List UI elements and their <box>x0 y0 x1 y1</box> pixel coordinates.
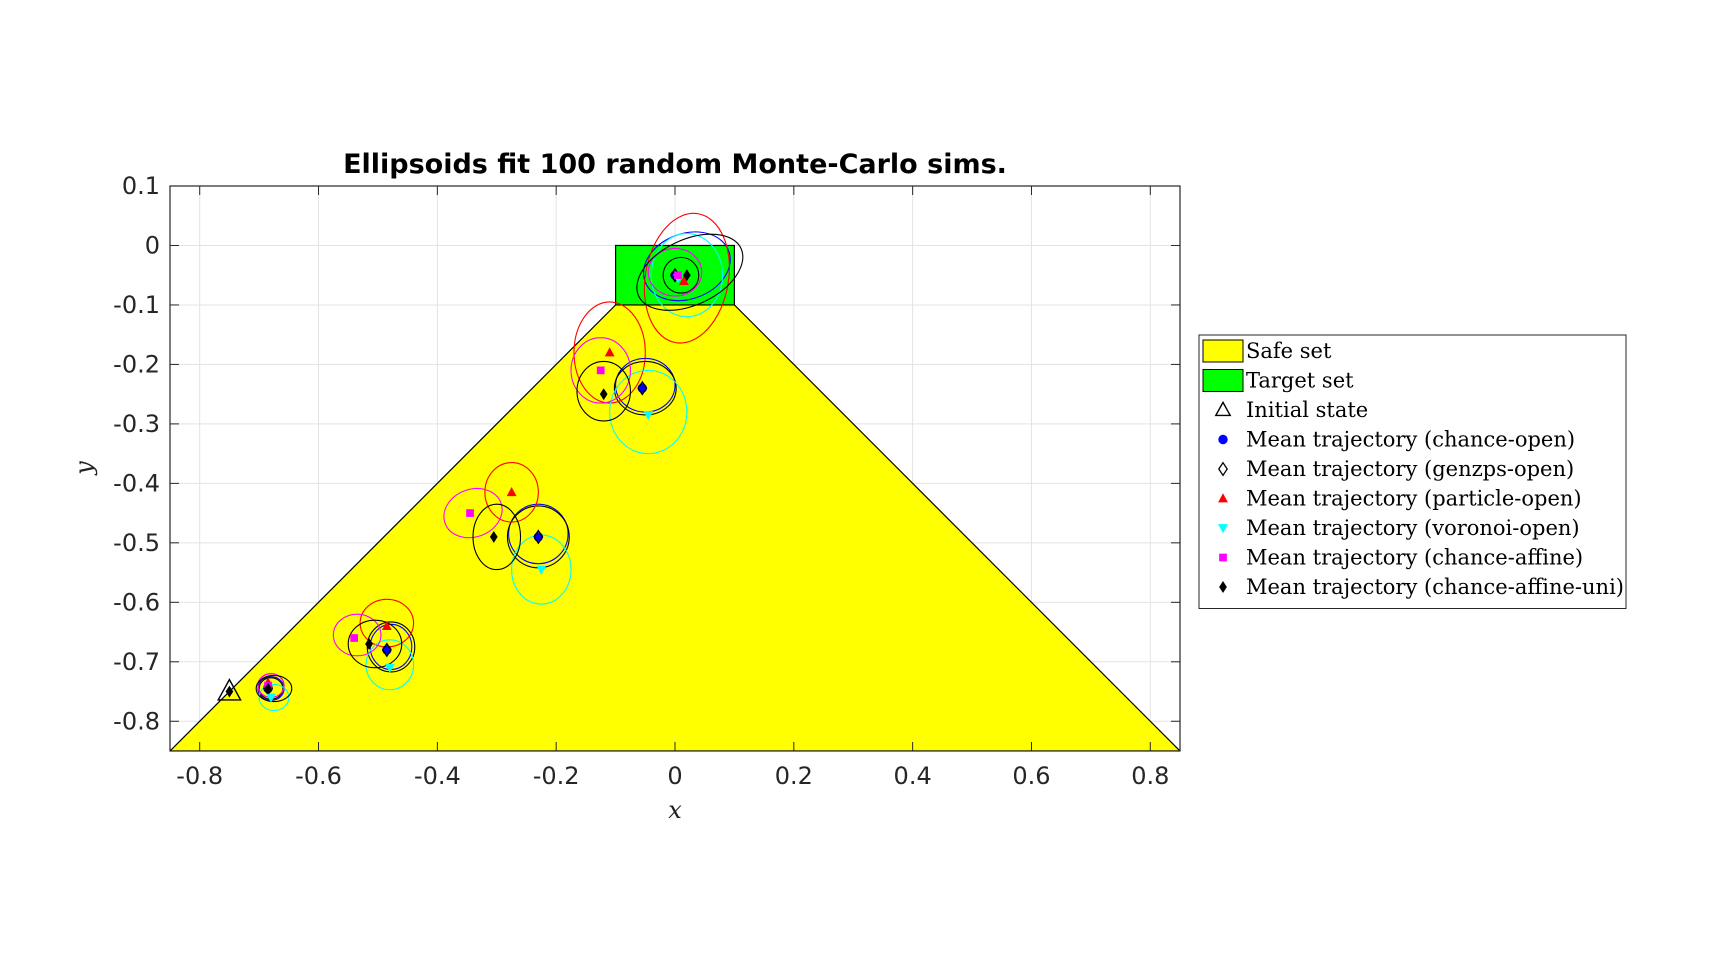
ellipse-series-5-step-4 <box>636 233 744 311</box>
ellipse-series-3-step-3 <box>609 369 688 455</box>
point-series-3-step-2 <box>536 565 547 575</box>
point-series-1-step-3 <box>637 380 648 396</box>
legend-item-target-set-label: Target set <box>1246 369 1354 393</box>
legend-item-series-4-marker <box>1219 553 1227 562</box>
legend-item-initial-state-label: Initial state <box>1246 398 1368 422</box>
legend-item-series-0-label: Mean trajectory (chance-open) <box>1246 428 1575 452</box>
y-tick-label: -0.2 <box>113 350 160 378</box>
point-series-3-step-3 <box>643 411 654 421</box>
ellipse-series-3-step-0 <box>258 683 290 712</box>
legend-item-initial-state-marker <box>1214 400 1232 417</box>
point-series-5-step-2 <box>489 530 498 543</box>
x-tick-label: 0 <box>667 762 682 790</box>
y-tick-label: 0 <box>145 231 160 259</box>
y-tick-label: -0.3 <box>113 410 160 438</box>
y-tick-label: -0.4 <box>113 469 160 497</box>
point-series-3-step-0 <box>266 693 276 703</box>
point-series-4-step-3 <box>596 366 605 375</box>
point-series-5-step-3 <box>599 388 608 401</box>
y-tick-label: -0.1 <box>113 291 160 319</box>
legend-item-target-set-swatch <box>1202 369 1244 392</box>
x-tick-label: 0.4 <box>894 762 932 790</box>
x-tick-label: -0.4 <box>414 762 461 790</box>
point-series-4-step-2 <box>466 509 474 517</box>
chart-title: Ellipsoids fit 100 random Monte-Carlo si… <box>343 149 1007 180</box>
point-series-2-step-3 <box>604 347 615 357</box>
ellipse-series-1-step-4 <box>662 256 700 294</box>
y-tick-label: 0.1 <box>122 172 160 200</box>
y-axis-label: y <box>70 461 98 476</box>
legend-item-series-1-marker <box>1218 461 1228 477</box>
legend-item-safe-set-label: Safe set <box>1246 339 1332 363</box>
ellipse-series-0-step-2 <box>508 503 569 565</box>
x-tick-label: 0.2 <box>775 762 813 790</box>
legend-item-series-5-label: Mean trajectory (chance-affine-uni) <box>1246 575 1624 599</box>
point-series-5-step-1 <box>365 637 373 650</box>
ellipse-series-3-step-4 <box>650 233 724 318</box>
x-tick-label: 0.8 <box>1131 762 1169 790</box>
ellipse-series-5-step-1 <box>347 619 403 669</box>
point-series-2-step-2 <box>506 487 517 497</box>
legend-item-series-3-marker <box>1218 524 1228 534</box>
y-tick-label: -0.8 <box>113 707 160 735</box>
y-tick-label: -0.5 <box>113 529 160 557</box>
ellipse-series-4-step-2 <box>443 487 503 539</box>
point-series-5-step-4 <box>683 269 691 282</box>
x-tick-label: -0.2 <box>533 762 580 790</box>
point-series-1-step-2 <box>533 529 544 545</box>
x-tick-label: -0.8 <box>176 762 223 790</box>
ellipse-series-4-step-1 <box>332 613 382 657</box>
point-series-4-step-4 <box>674 271 682 280</box>
plot-area <box>170 212 1180 751</box>
ellipse-series-4-step-3 <box>570 337 631 404</box>
legend-item-series-3-label: Mean trajectory (voronoi-open) <box>1246 516 1580 540</box>
legend-item-series-1-label: Mean trajectory (genzps-open) <box>1246 457 1574 481</box>
y-tick-label: -0.6 <box>113 588 160 616</box>
point-series-5-step-0 <box>264 682 272 695</box>
ellipse-series-2-step-3 <box>573 301 646 404</box>
x-tick-label: 0.6 <box>1012 762 1050 790</box>
ellipse-series-5-step-3 <box>576 360 631 422</box>
legend-item-safe-set-swatch <box>1202 339 1244 363</box>
legend-box <box>1198 334 1627 609</box>
x-axis-label: x <box>668 796 682 824</box>
point-series-2-step-4 <box>679 275 689 286</box>
point-series-4-step-1 <box>350 634 359 642</box>
point-series-3-step-1 <box>384 663 395 673</box>
point-series-1-step-1 <box>381 642 392 658</box>
legend-item-series-2-marker <box>1218 493 1228 503</box>
ellipse-series-3-step-1 <box>365 639 415 691</box>
legend-item-series-2-label: Mean trajectory (particle-open) <box>1246 487 1582 511</box>
legend-item-series-0-marker <box>1218 434 1228 445</box>
legend-item-series-5-marker <box>1219 581 1227 593</box>
x-tick-label: -0.6 <box>295 762 342 790</box>
initial-state-marker <box>217 678 242 701</box>
axes: -0.8 -0.6 -0.4 -0.2 0 0.2 0.4 0.6 0.8 0.1 0 -0.1 -0.… <box>113 172 1181 790</box>
ellipse-series-4-step-4 <box>647 247 703 297</box>
y-tick-label: -0.7 <box>113 648 160 676</box>
ellipse-series-5-step-0 <box>255 674 293 703</box>
point-series-2-step-1 <box>381 620 392 630</box>
ellipse-series-5-step-2 <box>472 503 522 571</box>
legend-item-series-4-label: Mean trajectory (chance-affine) <box>1246 546 1583 570</box>
initial-state-center-point <box>225 685 234 698</box>
ellipse-series-2-step-2 <box>484 462 539 523</box>
legend: Safe set Target set Initial state Mean traj… <box>1198 334 1627 609</box>
